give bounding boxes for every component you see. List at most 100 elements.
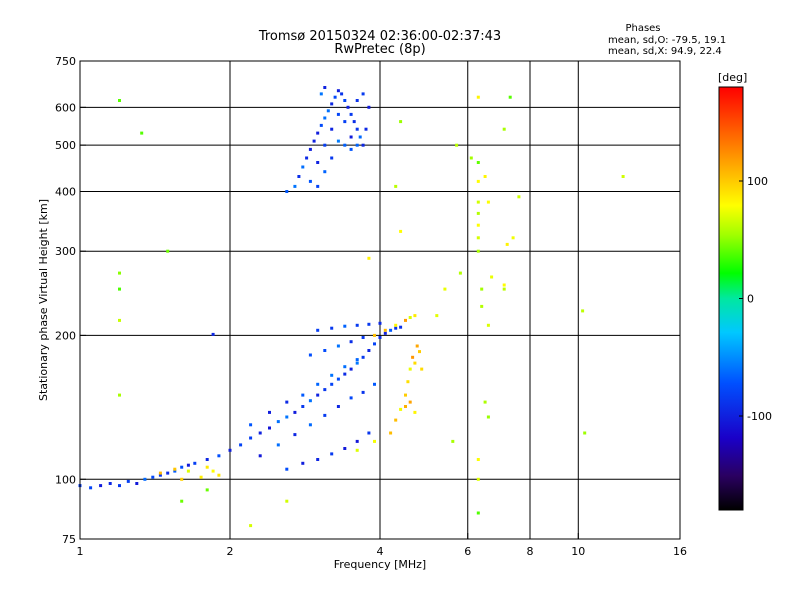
data-point — [336, 89, 340, 93]
data-point — [316, 458, 320, 461]
data-point — [373, 382, 376, 386]
data-point — [408, 367, 412, 371]
data-point — [476, 211, 480, 215]
data-point — [308, 179, 312, 183]
data-point — [336, 344, 340, 348]
data-point — [480, 304, 484, 308]
data-point — [326, 109, 330, 113]
data-point — [476, 458, 480, 461]
data-point — [349, 135, 353, 139]
data-point — [408, 316, 412, 319]
x-tick-label: 2 — [227, 545, 234, 558]
phases-line-o: mean, sd,O: -79.5, 19.1 — [608, 35, 726, 46]
data-point — [316, 328, 320, 332]
data-point — [323, 116, 327, 120]
y-tick-label: 750 — [55, 55, 76, 68]
data-point — [349, 147, 353, 151]
data-point — [394, 323, 398, 327]
data-point — [211, 332, 215, 336]
data-point — [355, 127, 359, 131]
data-point — [413, 361, 417, 365]
data-point — [476, 179, 480, 183]
data-point — [166, 249, 170, 253]
data-point — [343, 324, 347, 328]
phases-title: Phases — [625, 23, 660, 34]
data-point — [508, 95, 512, 99]
data-point — [199, 475, 203, 479]
y-tick-label: 400 — [55, 185, 76, 198]
data-point — [361, 92, 365, 96]
data-point — [443, 287, 447, 291]
data-point — [404, 393, 407, 397]
data-point — [355, 358, 359, 362]
data-point — [476, 236, 480, 240]
data-point — [404, 405, 407, 408]
y-tick-label: 200 — [55, 329, 76, 342]
data-point — [308, 423, 312, 427]
data-point — [211, 469, 215, 473]
data-point — [486, 415, 490, 419]
data-point — [383, 331, 387, 335]
data-point — [186, 469, 190, 473]
data-point — [285, 499, 289, 503]
y-tick-label: 300 — [55, 245, 76, 258]
data-point — [476, 200, 480, 204]
data-point — [476, 249, 480, 253]
data-point — [418, 350, 421, 354]
data-point — [330, 373, 334, 377]
data-point — [135, 482, 139, 485]
data-point — [118, 271, 121, 275]
data-point — [336, 405, 340, 408]
data-point — [108, 482, 112, 485]
data-point — [118, 99, 121, 102]
data-point — [312, 139, 316, 143]
data-point — [517, 195, 521, 199]
data-point — [118, 318, 121, 322]
data-point — [355, 361, 359, 365]
data-point — [205, 458, 209, 461]
data-point — [483, 400, 487, 404]
data-point — [404, 318, 407, 322]
data-point — [285, 190, 289, 193]
data-point — [355, 323, 359, 327]
data-point — [118, 484, 121, 488]
chart-subtitle: RwPretec (8p) — [334, 42, 425, 57]
data-point — [319, 92, 323, 96]
data-point — [333, 95, 337, 99]
data-point — [349, 367, 353, 371]
data-point — [394, 326, 398, 330]
colorbar-tick-label: -100 — [747, 410, 772, 423]
data-point — [346, 105, 350, 109]
data-point — [336, 139, 340, 143]
x-tick-label: 1 — [77, 545, 84, 558]
data-point — [118, 393, 121, 397]
data-point — [323, 413, 327, 417]
data-point — [486, 323, 490, 327]
data-point — [217, 473, 221, 477]
data-point — [502, 127, 506, 131]
x-axis: 1 2 4 6 8 10 16 — [77, 533, 687, 558]
data-point — [411, 355, 415, 359]
data-point — [399, 120, 403, 124]
data-point — [308, 399, 312, 403]
grid-lines — [80, 61, 680, 539]
x-tick-label: 10 — [571, 545, 585, 558]
data-point — [180, 499, 184, 503]
data-point — [367, 105, 371, 109]
data-point — [330, 382, 334, 386]
data-point — [205, 465, 209, 469]
data-point — [502, 283, 506, 287]
data-point — [343, 447, 347, 450]
data-point — [330, 102, 334, 106]
data-point — [323, 349, 327, 352]
data-point — [378, 336, 382, 339]
data-point — [180, 465, 184, 469]
data-point — [343, 120, 347, 124]
phases-line-x: mean, sd,X: 94.9, 22.4 — [608, 46, 722, 57]
data-point — [319, 123, 323, 127]
data-point — [505, 242, 509, 246]
data-point — [511, 236, 515, 240]
data-point — [323, 143, 327, 147]
data-point — [336, 377, 340, 381]
data-point — [469, 156, 473, 160]
